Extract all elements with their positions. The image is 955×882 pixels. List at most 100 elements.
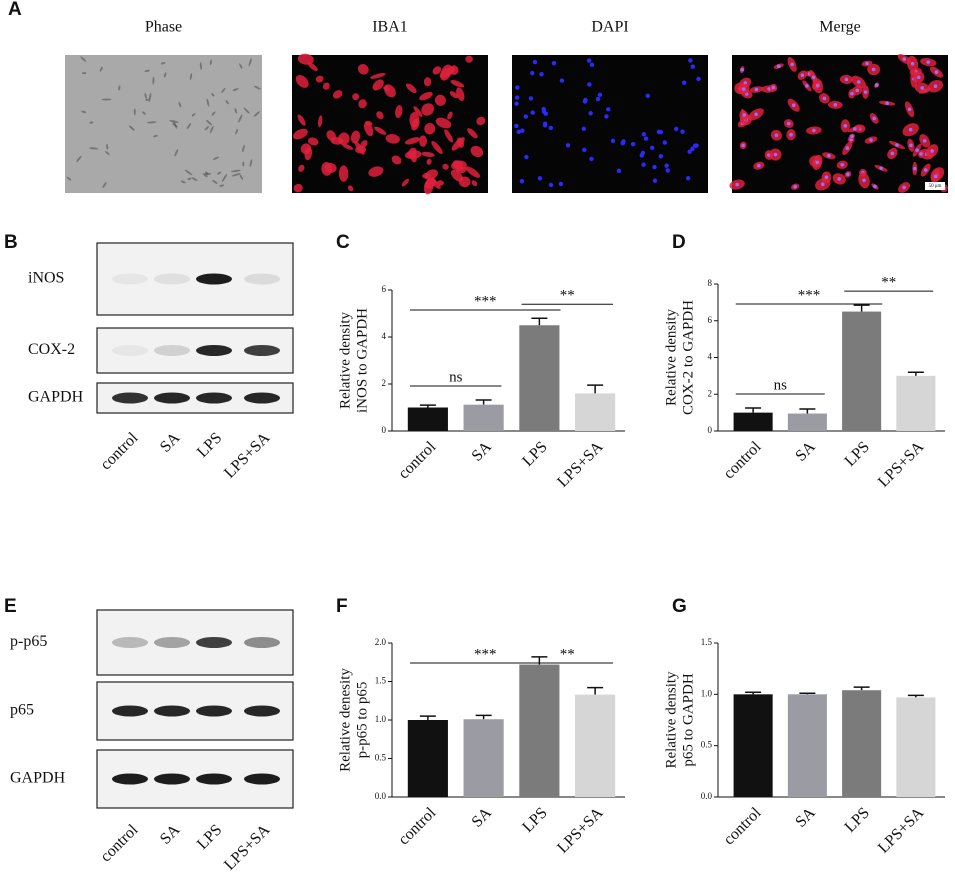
x-tick-label: LPS [519, 438, 551, 470]
nucleus [805, 84, 809, 88]
nucleus [874, 83, 879, 87]
nucleus [514, 101, 519, 106]
cell [372, 79, 384, 91]
band [244, 705, 280, 717]
y-axis-label: p-p65 to p65 [354, 682, 370, 759]
cell [405, 83, 417, 94]
nucleus [907, 107, 912, 112]
cell [370, 72, 386, 79]
cell [234, 108, 237, 114]
nucleus [902, 57, 907, 61]
cell [450, 169, 464, 182]
nucleus [822, 96, 827, 101]
nucleus [551, 61, 557, 66]
band [112, 392, 148, 404]
x-tick-label: SA [469, 438, 496, 465]
cell [81, 110, 87, 114]
nucleus [630, 142, 636, 147]
x-tick-label: SA [792, 438, 819, 465]
cell [358, 99, 367, 109]
cell [152, 76, 155, 85]
nucleus [581, 126, 587, 131]
cell [391, 155, 402, 165]
y-tick-label: 2 [382, 378, 387, 388]
nucleus [908, 127, 913, 132]
cell [243, 107, 250, 114]
x-tick-label: control [720, 438, 764, 482]
nucleus [933, 84, 938, 89]
band [196, 345, 232, 356]
cell [209, 59, 212, 66]
nucleus [845, 146, 850, 150]
nucleus [915, 148, 919, 152]
cell [144, 92, 147, 99]
band [112, 637, 148, 648]
cell [187, 177, 192, 181]
nucleus [520, 128, 525, 133]
band [196, 773, 232, 785]
nucleus [688, 58, 693, 63]
cell [253, 85, 261, 90]
cell [169, 119, 179, 124]
nucleus [873, 184, 877, 189]
nucleus [610, 138, 616, 143]
bar [787, 694, 827, 797]
y-tick-label: 1.0 [701, 688, 713, 698]
nucleus [846, 172, 850, 177]
panel-letter: E [4, 596, 17, 617]
cell [153, 134, 158, 138]
cell [173, 120, 178, 129]
cell [423, 178, 434, 195]
y-tick-label: 4 [708, 352, 713, 362]
nucleus [754, 87, 759, 92]
nucleus [872, 116, 876, 121]
band [154, 705, 190, 717]
nucleus [855, 88, 860, 93]
cell [184, 169, 193, 176]
nucleus [812, 128, 816, 133]
cell [332, 90, 343, 99]
cell [211, 111, 216, 116]
cell [203, 174, 208, 178]
x-tick-label: LPS+SA [554, 438, 607, 491]
nucleus [926, 60, 931, 64]
nucleus [685, 176, 691, 181]
lane-label: SA [157, 429, 184, 456]
x-tick-label: SA [469, 804, 496, 831]
cell [180, 180, 186, 184]
y-tick-label: 0.5 [375, 753, 387, 763]
nucleus [773, 152, 778, 157]
cell [160, 62, 166, 65]
bar [575, 694, 616, 797]
nucleus [687, 149, 692, 154]
nucleus [597, 92, 603, 98]
cell [384, 84, 396, 98]
nucleus [595, 96, 601, 102]
x-tick-label: LPS [842, 438, 874, 470]
x-tick-label: LPS [842, 804, 874, 836]
cell [178, 101, 182, 108]
cell [242, 144, 245, 153]
nucleus [811, 75, 816, 80]
significance-label: ns [774, 377, 788, 393]
nucleus [790, 62, 794, 67]
nucleus [871, 67, 876, 72]
y-axis-label: p65 to GAPDH [680, 673, 696, 767]
nucleus [774, 133, 779, 138]
nucleus [895, 143, 899, 147]
nucleus [824, 175, 829, 180]
cell [424, 169, 438, 181]
cell [239, 63, 243, 69]
nucleus [696, 76, 701, 82]
bar [733, 694, 773, 797]
nucleus [743, 81, 748, 85]
scale-bar-box [925, 182, 945, 190]
nucleus [754, 112, 758, 117]
cell [304, 146, 313, 161]
bar [519, 325, 560, 431]
nucleus [740, 67, 744, 72]
y-tick-label: 0.0 [375, 791, 387, 801]
cell [442, 163, 449, 170]
nucleus [690, 146, 695, 152]
nucleus [827, 153, 831, 158]
